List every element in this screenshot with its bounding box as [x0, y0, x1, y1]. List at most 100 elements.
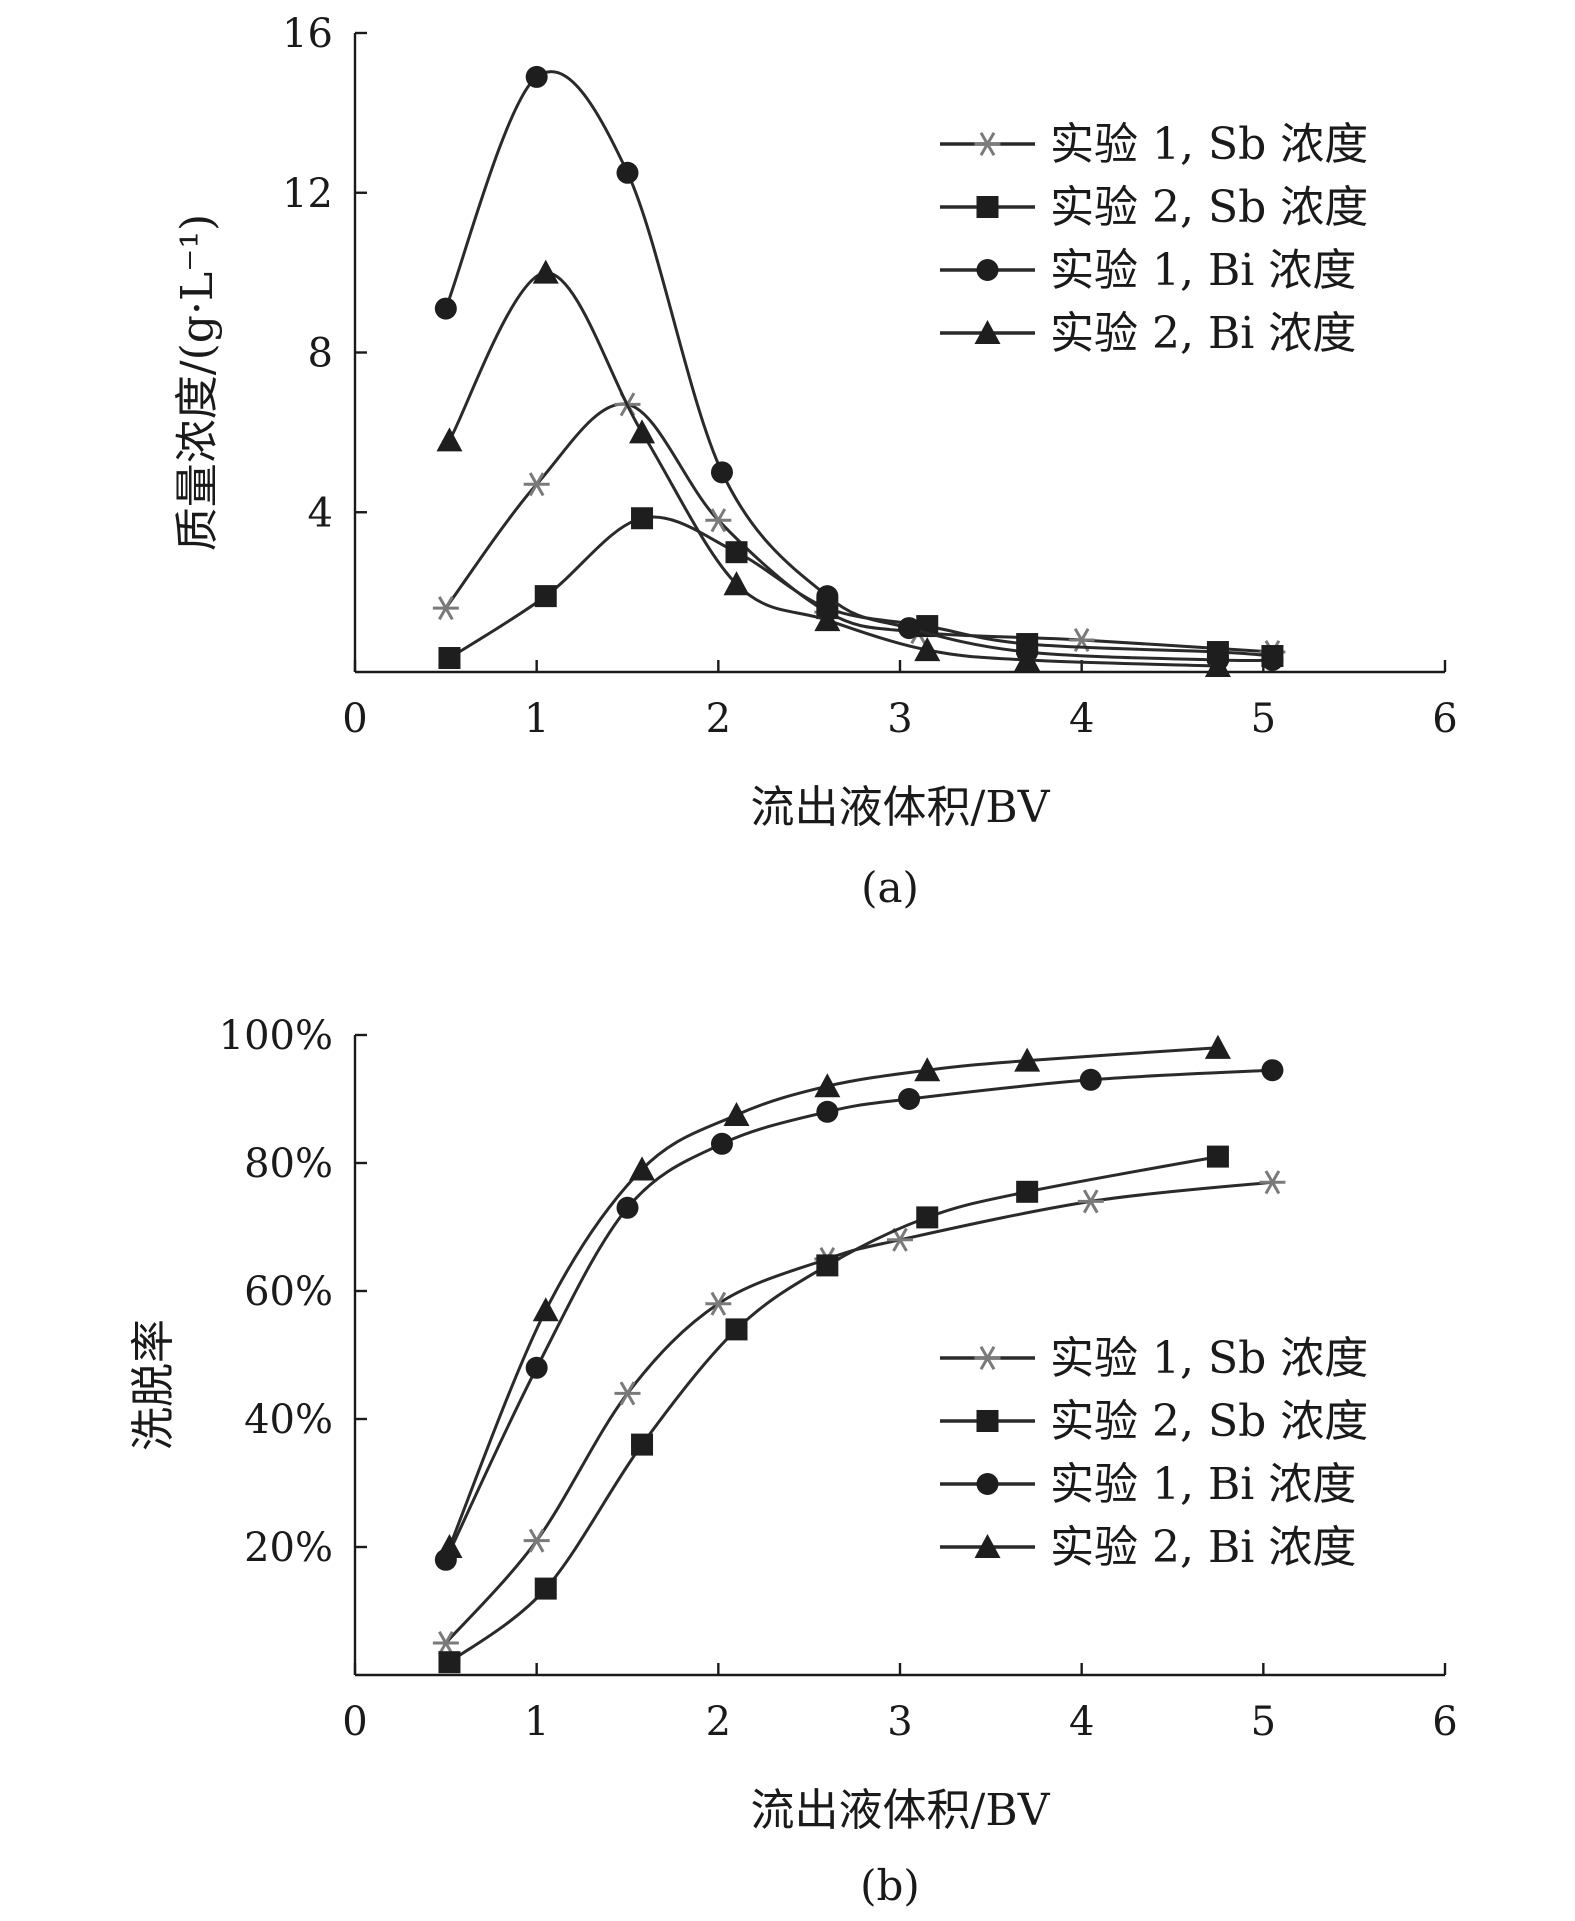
data-point-square: [534, 1577, 557, 1600]
data-point-star: [523, 1528, 550, 1553]
data-point-triangle: [914, 1057, 941, 1082]
y-tick-label: 40%: [244, 1397, 333, 1443]
data-point-triangle: [1014, 647, 1041, 672]
data-point-triangle: [1204, 653, 1231, 678]
legend-item: 实验 1, Sb 浓度: [940, 119, 1368, 170]
data-point-circle: [525, 65, 548, 88]
x-tick-label: 0: [342, 696, 367, 742]
data-point-circle: [1261, 1059, 1284, 1082]
legend-item: 实验 2, Sb 浓度: [940, 1396, 1368, 1447]
data-point-star: [432, 596, 459, 621]
legend-marker-square: [976, 1410, 999, 1432]
x-tick-label: 6: [1432, 696, 1457, 742]
data-point-star: [1259, 1170, 1286, 1195]
legend-marker-triangle: [974, 1534, 1001, 1559]
legend-marker-star: [974, 1345, 1001, 1371]
legend-label: 实验 1, Bi 浓度: [1050, 1459, 1356, 1510]
data-point-circle: [816, 585, 839, 608]
y-tick-label: 4: [308, 490, 333, 536]
x-tick-label: 5: [1251, 1699, 1276, 1745]
series-star: [432, 392, 1286, 665]
y-tick-label: 20%: [244, 1525, 333, 1571]
legend-item: 实验 2, Sb 浓度: [940, 182, 1368, 233]
y-tick-label: 12: [282, 171, 333, 217]
legend-marker-star: [974, 131, 1001, 157]
data-point-star: [523, 472, 550, 497]
x-tick-label: 4: [1069, 696, 1094, 742]
data-point-square: [534, 585, 557, 608]
legend-label: 实验 2, Bi 浓度: [1050, 308, 1356, 359]
y-tick-label: 8: [308, 331, 333, 377]
data-point-square: [916, 1206, 939, 1229]
x-tick-label: 0: [342, 1699, 367, 1745]
data-point-star: [614, 1381, 641, 1406]
data-point-triangle: [436, 427, 463, 452]
y-axis-title: 质量浓度/(g·L⁻¹): [172, 214, 223, 551]
data-point-star: [705, 508, 732, 533]
data-point-triangle: [532, 1297, 559, 1322]
legend-label: 实验 2, Sb 浓度: [1050, 1396, 1368, 1447]
data-point-star: [705, 1291, 732, 1316]
legend-item: 实验 2, Bi 浓度: [940, 1522, 1356, 1573]
data-point-circle: [1079, 1068, 1102, 1091]
data-point-triangle: [723, 1102, 750, 1127]
x-axis-title: 流出液体积/BV: [751, 1785, 1051, 1836]
data-point-triangle: [436, 1534, 463, 1559]
x-tick-label: 5: [1251, 696, 1276, 742]
data-point-triangle: [723, 571, 750, 596]
legend-marker-square: [976, 196, 999, 218]
x-tick-label: 2: [706, 1699, 731, 1745]
legend-label: 实验 2, Bi 浓度: [1050, 1522, 1356, 1573]
data-point-circle: [816, 1100, 839, 1123]
data-point-circle: [616, 161, 639, 184]
y-axis-title: 洗脱率: [128, 1319, 179, 1451]
legend-item: 实验 1, Bi 浓度: [940, 245, 1356, 296]
legend-label: 实验 2, Sb 浓度: [1050, 182, 1368, 233]
data-point-circle: [434, 297, 457, 320]
data-point-circle: [710, 461, 733, 484]
y-tick-label: 100%: [219, 1013, 333, 1059]
x-tick-label: 1: [524, 1699, 549, 1745]
series-line: [448, 515, 1273, 660]
panel-label: (a): [861, 863, 919, 912]
legend-item: 实验 1, Sb 浓度: [940, 1333, 1368, 1384]
legend-label: 实验 1, Sb 浓度: [1050, 1333, 1368, 1384]
data-point-circle: [616, 1196, 639, 1219]
legend-marker-circle: [976, 1473, 999, 1495]
data-point-square: [1206, 1145, 1229, 1168]
chart-panel-b: 0 1 2 3 4 5 6 20% 40% 60% 80% 100% 流出液体积/BV 洗脱率 (b) 实验 …: [128, 1013, 1458, 1910]
series-triangle: [436, 1034, 1231, 1559]
data-point-star: [1077, 1189, 1104, 1214]
data-point-square: [438, 1651, 461, 1674]
x-tick-label: 4: [1069, 1699, 1094, 1745]
x-axis-title: 流出液体积/BV: [751, 782, 1051, 833]
legend-label: 实验 1, Sb 浓度: [1050, 119, 1368, 170]
data-point-square: [631, 507, 654, 530]
panel-label: (b): [860, 1861, 920, 1910]
x-tick-label: 2: [706, 696, 731, 742]
data-point-square: [725, 1318, 748, 1341]
data-point-circle: [710, 1132, 733, 1155]
data-point-square: [725, 541, 748, 564]
data-point-circle: [898, 617, 921, 640]
y-tick-label: 16: [282, 11, 333, 57]
x-tick-label: 3: [887, 696, 912, 742]
legend-label: 实验 1, Bi 浓度: [1050, 245, 1356, 296]
data-point-triangle: [1014, 1047, 1041, 1072]
series-triangle: [436, 259, 1231, 678]
data-point-star: [432, 1630, 459, 1656]
legend-marker-circle: [976, 259, 999, 281]
x-tick-label: 3: [887, 1699, 912, 1745]
x-tick-label: 1: [524, 696, 549, 742]
data-point-triangle: [532, 259, 559, 284]
data-point-triangle: [629, 1156, 656, 1181]
data-point-star: [887, 1227, 913, 1252]
data-point-square: [438, 647, 461, 670]
data-point-circle: [525, 1356, 548, 1379]
data-point-triangle: [914, 637, 941, 662]
series-star: [432, 1170, 1286, 1656]
